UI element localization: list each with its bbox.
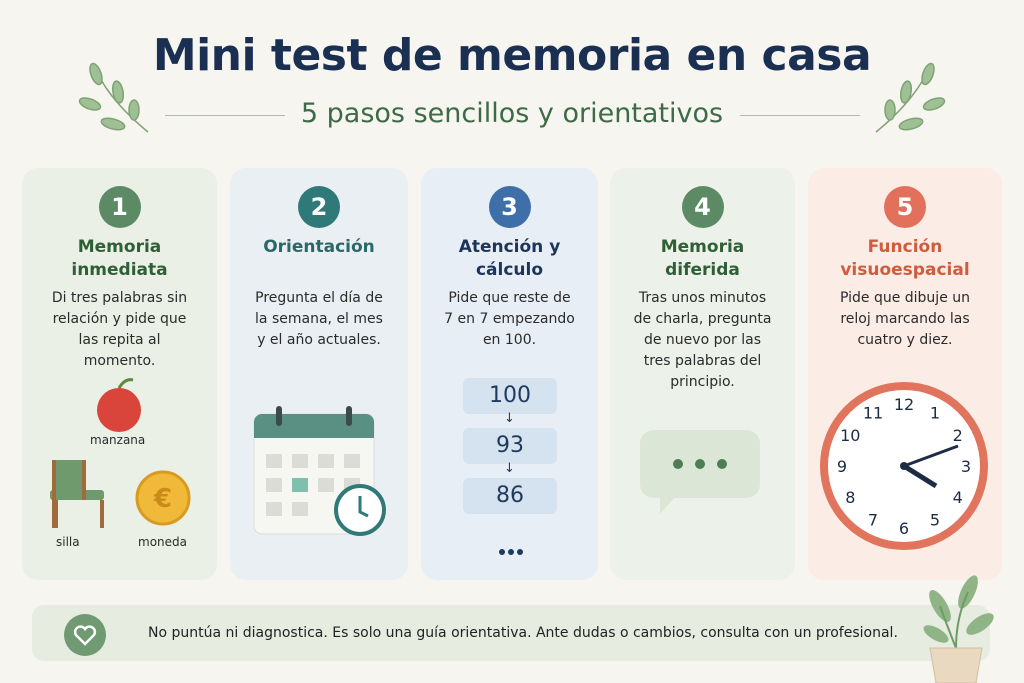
plant (923, 575, 994, 683)
clock-number: 6 (899, 519, 909, 538)
calendar-illustration (253, 406, 386, 536)
step-number: 3 (488, 186, 531, 228)
object-label: silla (56, 535, 80, 549)
step-title: Memoria inmediata (71, 237, 168, 280)
step-card: 3 Atención y cálculo Pide que reste de 7… (421, 168, 598, 580)
note-text: No puntúa ni diagnostica. Es solo una gu… (148, 625, 898, 641)
step-title: Función visuoespacial (840, 237, 970, 280)
step-title: Memoria diferida (660, 237, 745, 280)
object-label: manzana (90, 433, 146, 447)
sequence-number: 93 (463, 428, 557, 464)
clock-number: 12 (894, 395, 914, 414)
clock-number: 2 (953, 426, 963, 445)
leaf-right (875, 62, 946, 133)
subtitle: 5 pasos sencillos y orientativos (300, 98, 724, 129)
step-card: 2 Orientación Pregunta el día de la sema… (230, 168, 408, 580)
leaf-left (78, 62, 149, 133)
clock-number: 1 (930, 403, 940, 422)
step-title: Orientación (263, 237, 375, 257)
step-card: 4 Memoria diferida Tras unos minutos de … (610, 168, 795, 580)
sequence-number: 86 (463, 478, 557, 514)
clock-number: 4 (953, 488, 963, 507)
objects-illustration: € (50, 378, 191, 528)
sequence-number: 100 (463, 378, 557, 414)
step-title: Atención y cálculo (458, 237, 561, 280)
object-label: moneda (138, 535, 187, 549)
step-card: 1 Memoria inmediata Di tres palabras sin… (22, 168, 217, 580)
clock-number: 7 (868, 511, 878, 530)
clock-number: 5 (930, 511, 940, 530)
svg-text:€: € (153, 484, 172, 514)
arrow: ↓ (504, 411, 515, 426)
step-text: Di tres palabras sin relación y pide que… (51, 290, 188, 369)
step-number: 5 (884, 186, 926, 228)
clock-number: 8 (845, 488, 855, 507)
rule (165, 115, 285, 116)
step-text: Tras unos minutos de charla, pregunta de… (633, 290, 772, 390)
step-number: 2 (298, 186, 340, 228)
step-number: 1 (98, 186, 141, 228)
clock-number: 9 (837, 457, 847, 476)
clock-number: 11 (863, 403, 883, 422)
note-bar (32, 605, 990, 661)
step-text: Pide que dibuje un reloj marcando las cu… (839, 290, 971, 348)
clock-number: 3 (961, 457, 971, 476)
title: Mini test de memoria en casa (152, 30, 872, 81)
chat-illustration (640, 430, 760, 514)
heart-icon (64, 614, 106, 656)
rule (740, 115, 860, 116)
step-text: Pregunta el día de la semana, el mes y e… (255, 290, 383, 348)
ellipsis (499, 549, 523, 555)
step-card: 5 Función visuoespacial Pide que dibuje … (808, 168, 1002, 580)
clock-number: 10 (840, 426, 860, 445)
step-number: 4 (681, 186, 724, 228)
arrow: ↓ (504, 461, 515, 476)
step-text: Pide que reste de 7 en 7 empezando en 10… (444, 290, 575, 348)
